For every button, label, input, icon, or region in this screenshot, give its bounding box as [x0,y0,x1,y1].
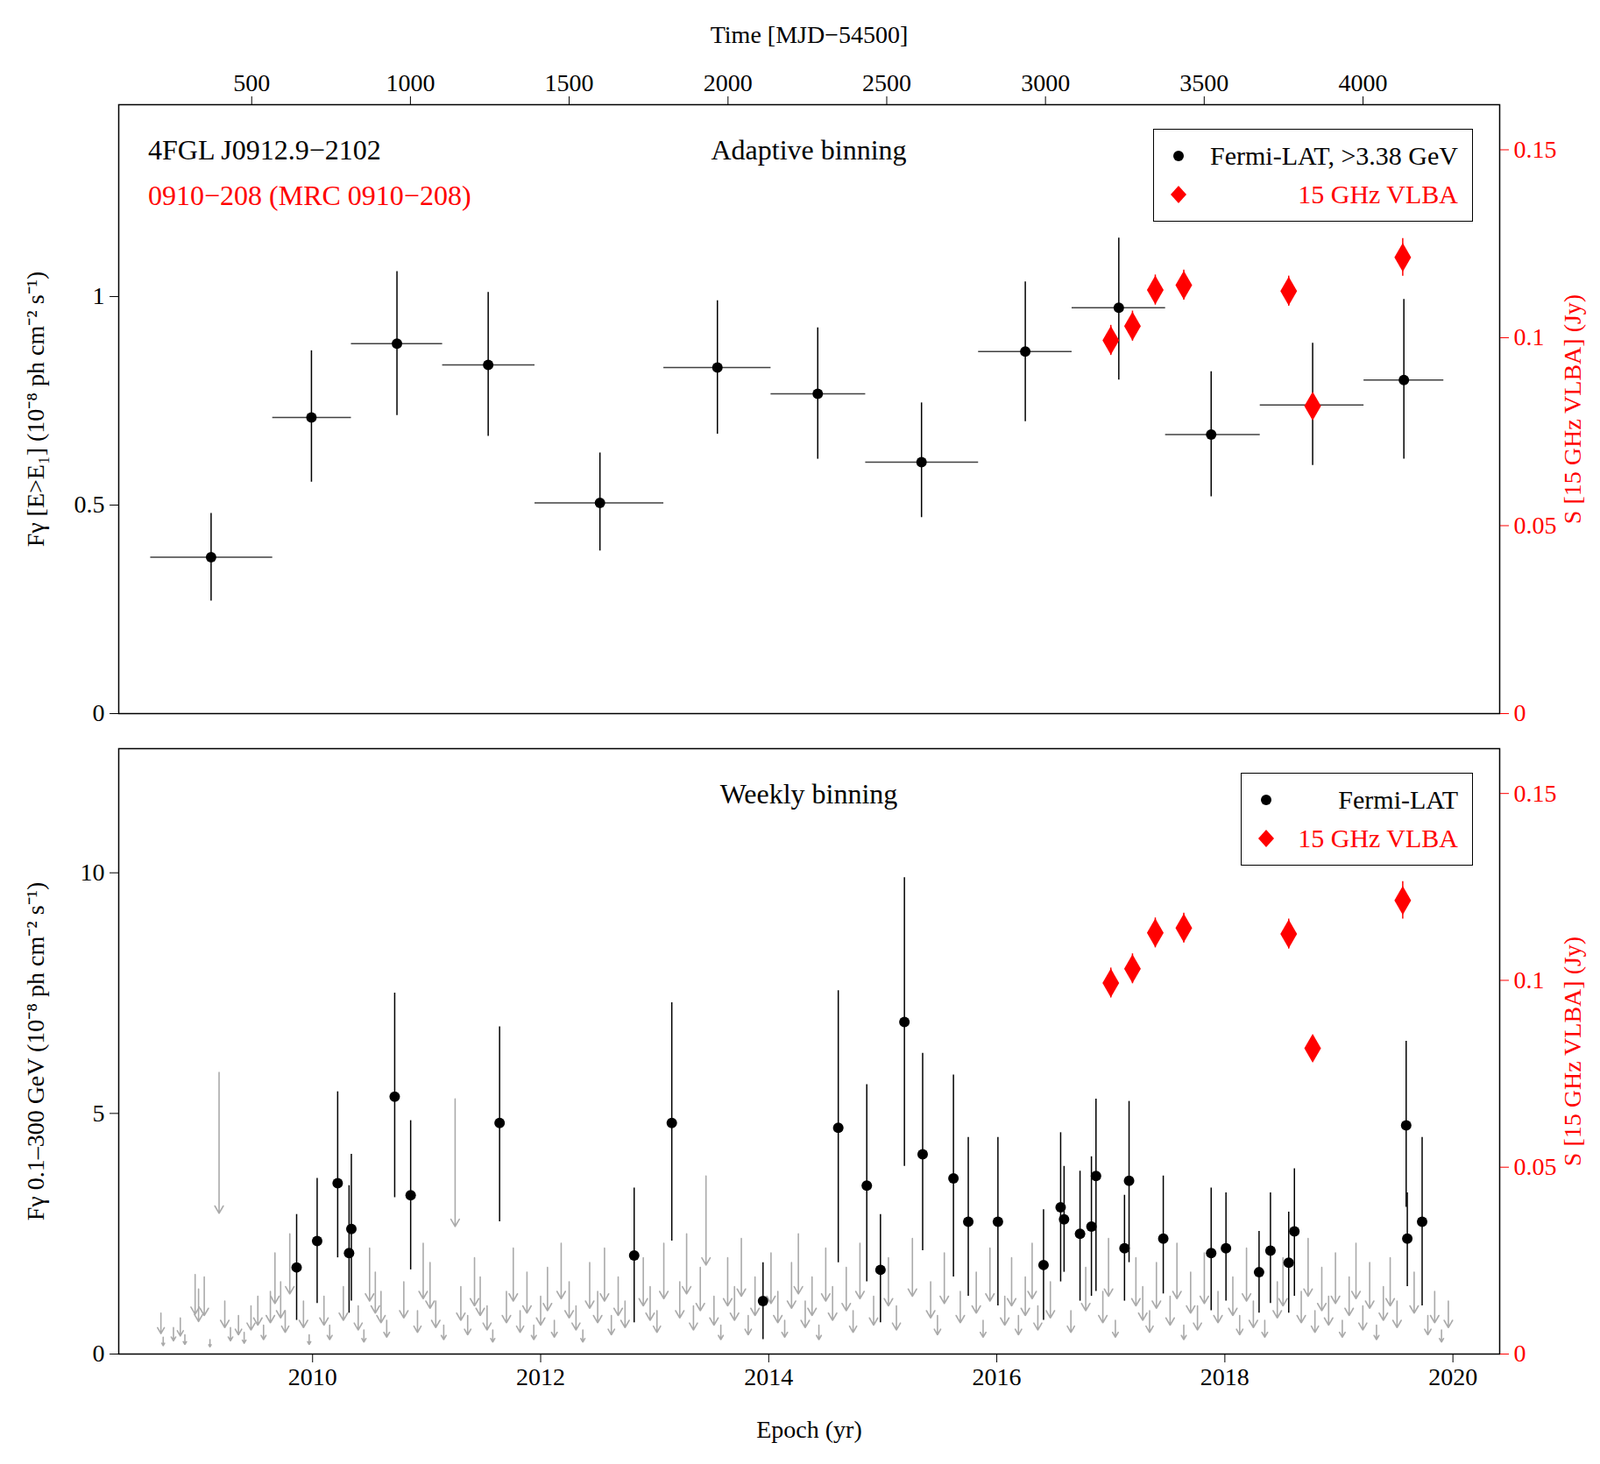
svg-text:1: 1 [92,282,106,310]
svg-text:1000: 1000 [385,69,435,97]
html-text:Fermi-LAT, >3.38 GeV: Fermi-LAT, >3.38 GeV [1210,141,1459,170]
svg-text:3500: 3500 [1179,69,1229,97]
svg-text:Fγ [E>E₁] (10⁻⁸ ph cm⁻² s⁻¹): Fγ [E>E₁] (10⁻⁸ ph cm⁻² s⁻¹) [21,271,50,548]
svg-text:0.1: 0.1 [1514,323,1545,351]
svg-text:4000: 4000 [1338,69,1388,97]
svg-text:0: 0 [1514,1339,1527,1367]
svg-text:Epoch (yr): Epoch (yr) [756,1415,863,1444]
html-text:Weekly binning: Weekly binning [719,778,898,810]
svg-text:Fγ 0.1–300 GeV (10⁻⁸ ph cm⁻² s: Fγ 0.1–300 GeV (10⁻⁸ ph cm⁻² s⁻¹) [21,882,50,1222]
html-text:4FGL J0912.9−2102: 4FGL J0912.9−2102 [148,134,381,166]
svg-text:2010: 2010 [288,1363,338,1391]
svg-text:2018: 2018 [1200,1363,1250,1391]
svg-text:2500: 2500 [862,69,912,97]
svg-text:Time [MJD−54500]: Time [MJD−54500] [710,21,909,49]
svg-text:S [15 GHz VLBA] (Jy): S [15 GHz VLBA] (Jy) [1558,294,1586,524]
svg-text:10: 10 [80,858,106,886]
svg-text:0: 0 [92,1339,106,1367]
svg-text:0: 0 [92,699,106,727]
svg-text:2012: 2012 [516,1363,566,1391]
svg-text:0.15: 0.15 [1514,135,1558,163]
svg-text:2020: 2020 [1428,1363,1478,1391]
html-text:Fermi-LAT: Fermi-LAT [1338,785,1459,815]
svg-text:S [15 GHz VLBA] (Jy): S [15 GHz VLBA] (Jy) [1558,936,1586,1167]
html-text:Adaptive binning: Adaptive binning [711,134,907,166]
html-text:15 GHz VLBA: 15 GHz VLBA [1297,823,1459,853]
html-text:15 GHz VLBA: 15 GHz VLBA [1297,179,1459,209]
svg-text:2016: 2016 [972,1363,1022,1391]
html-text:0910−208 (MRC 0910−208): 0910−208 (MRC 0910−208) [148,179,471,212]
svg-text:500: 500 [233,69,270,97]
svg-text:0.05: 0.05 [1514,511,1558,539]
svg-text:0: 0 [1514,699,1527,727]
svg-text:0.15: 0.15 [1514,779,1558,808]
svg-text:2014: 2014 [743,1363,793,1391]
svg-text:0.05: 0.05 [1514,1153,1558,1181]
svg-text:3000: 3000 [1020,69,1070,97]
svg-text:0.1: 0.1 [1514,966,1545,994]
svg-text:0.5: 0.5 [74,490,106,518]
svg-text:5: 5 [92,1099,106,1127]
svg-text:2000: 2000 [703,69,753,97]
svg-text:1500: 1500 [545,69,595,97]
